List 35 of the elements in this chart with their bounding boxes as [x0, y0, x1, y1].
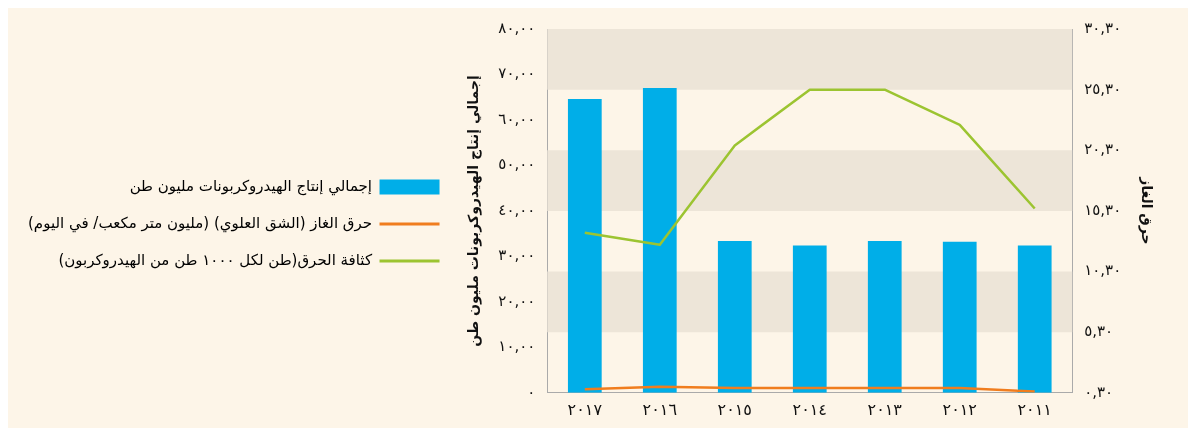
bar	[567, 99, 602, 393]
y2-tick-label: ٠,٣٠	[1084, 382, 1114, 401]
y-tick-label: ٨٠,٠٠	[498, 18, 536, 37]
y-tick-label: ٣٠,٠٠	[498, 246, 536, 265]
y2-tick-label: ١٥,٣٠	[1084, 200, 1122, 219]
y2-tick-label: ١٠,٣٠	[1084, 261, 1122, 280]
y-tick-label: ٢٠,٠٠	[498, 291, 536, 310]
legend-label: كثافة الحرق(طن لكل ١٠٠٠ طن من الهيدروكربون)	[58, 250, 373, 269]
y-tick-label: ٠	[527, 382, 536, 401]
legend-label: إجمالي إنتاج الهيدروكربونات مليون طن	[129, 176, 373, 196]
y2-axis-title: حرق الغاز	[1137, 176, 1155, 245]
x-tick-label: ٢٠١٣	[867, 399, 903, 419]
y-tick-label: ٤٠,٠٠	[498, 200, 536, 219]
x-tick-label: ٢٠١٧	[567, 399, 603, 419]
bar	[942, 241, 977, 393]
y2-tick-label: ٣٠,٣٠	[1084, 18, 1122, 37]
bar	[642, 88, 677, 393]
y-tick-label: ٧٠,٠٠	[498, 64, 536, 83]
y-tick-label: ٦٠,٠٠	[498, 109, 536, 128]
bar	[792, 245, 827, 393]
y2-tick-label: ٢٠,٣٠	[1084, 140, 1122, 159]
x-tick-label: ٢٠١١	[1017, 399, 1052, 419]
bar	[717, 240, 752, 393]
x-tick-label: ٢٠١٦	[642, 399, 677, 419]
bar	[1017, 245, 1052, 393]
x-tick-label: ٢٠١٥	[717, 399, 752, 419]
y2-tick-label: ٢٥,٣٠	[1084, 79, 1122, 98]
y-tick-label: ٥٠,٠٠	[498, 155, 536, 174]
y2-tick-label: ٥,٣٠	[1084, 322, 1114, 341]
x-tick-label: ٢٠١٤	[792, 399, 827, 419]
x-tick-label: ٢٠١٢	[942, 399, 977, 419]
y-axis-title: إجمالي إنتاج الهيدروكربونات مليون طن	[464, 75, 482, 347]
bar	[867, 240, 902, 393]
legend-label: حرق الغاز (الشق العلوي) (مليون متر مكعب/ في اليوم)	[27, 213, 373, 233]
y-tick-label: ١٠,٠٠	[498, 337, 536, 356]
